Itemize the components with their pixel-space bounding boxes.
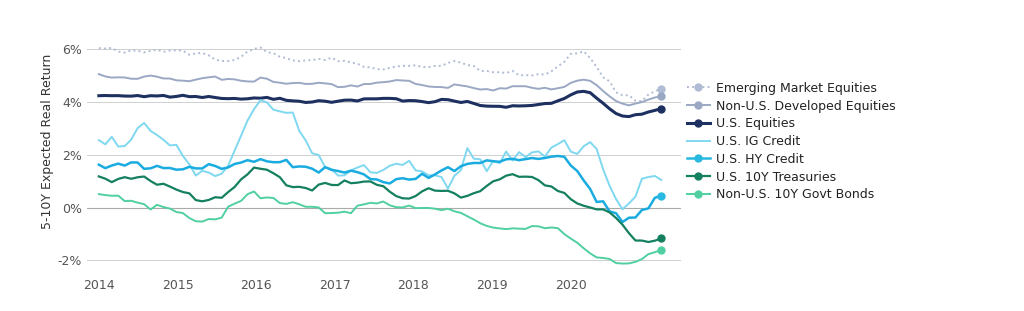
Legend: Emerging Market Equities, Non-U.S. Developed Equities, U.S. Equities, U.S. IG Cr: Emerging Market Equities, Non-U.S. Devel…: [687, 82, 896, 201]
Y-axis label: 5-10Y Expected Real Return: 5-10Y Expected Real Return: [41, 54, 53, 229]
